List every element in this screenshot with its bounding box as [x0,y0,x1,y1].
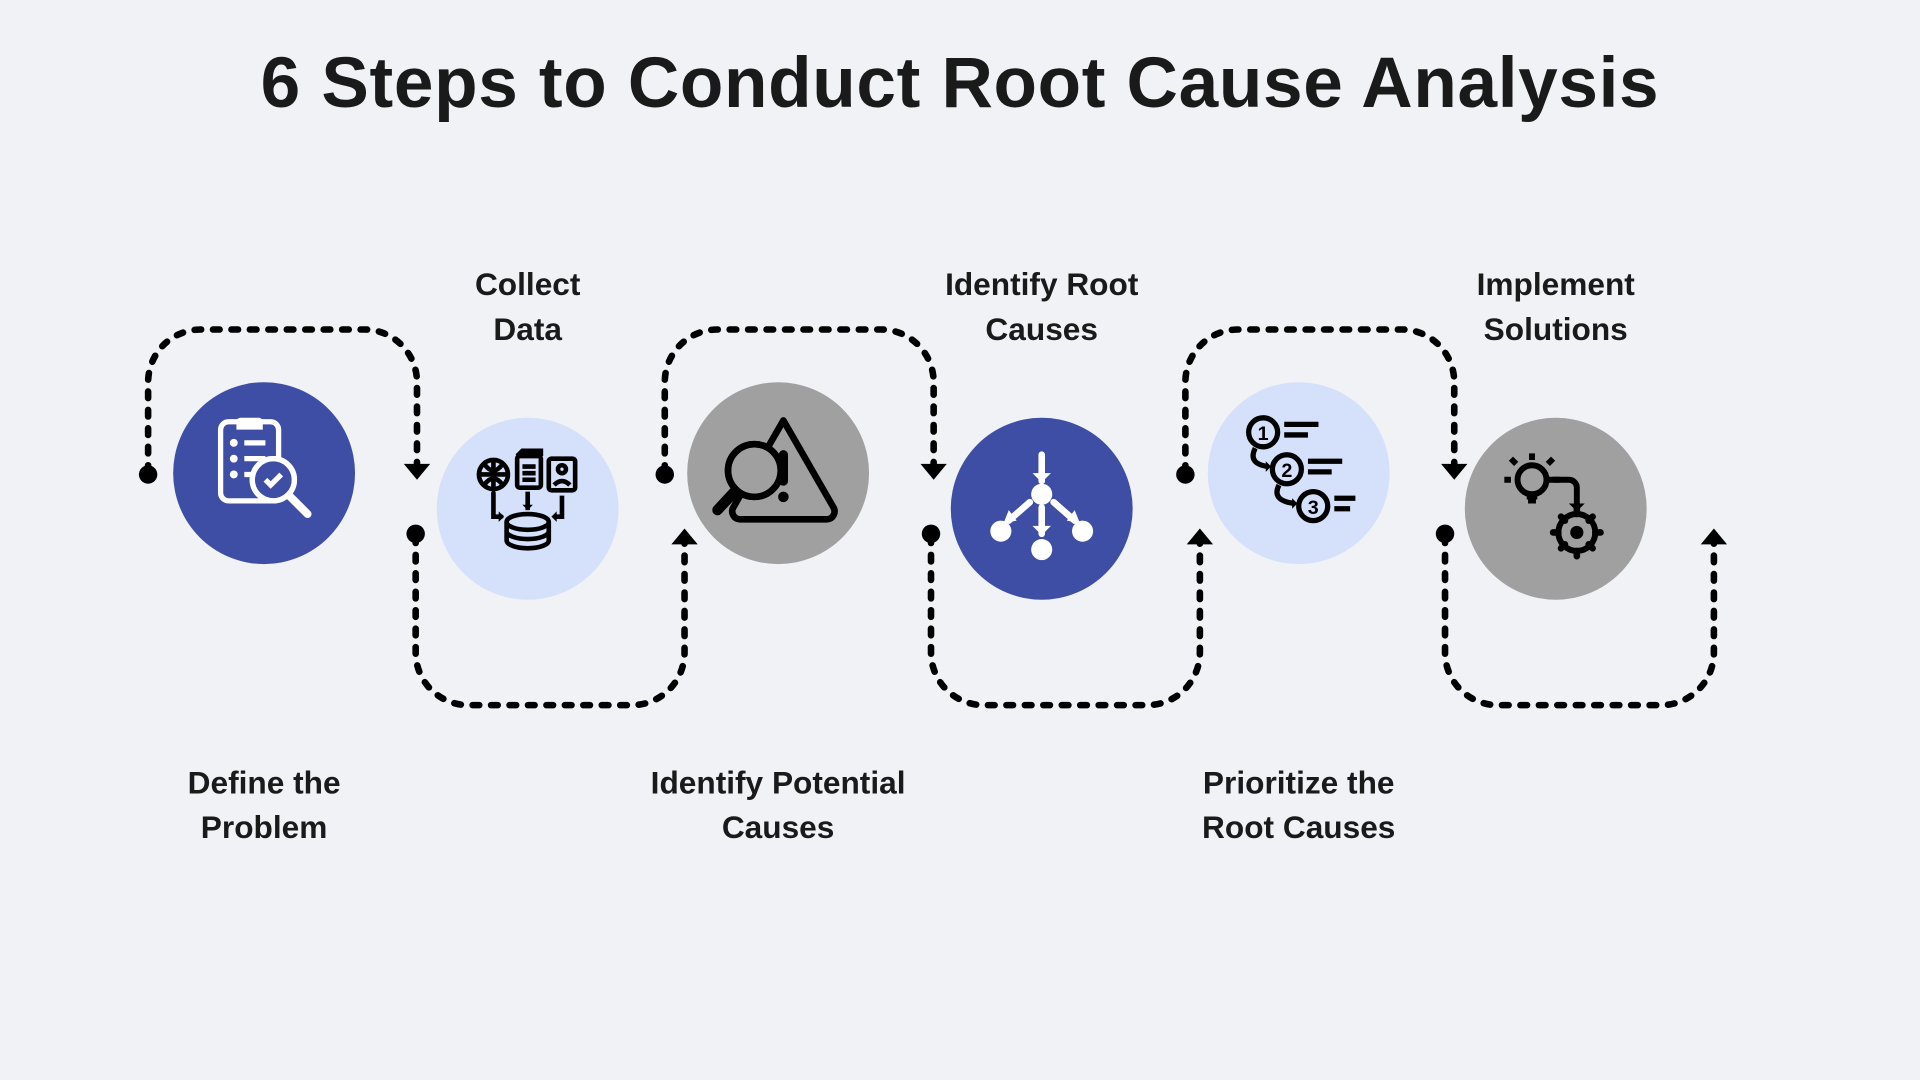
step-label: Identify Potential Causes [646,762,910,851]
connector-arc [132,316,462,527]
step-label: Prioritize the Root Causes [1167,762,1431,851]
connector-arc [649,316,979,527]
connector-arc [1170,316,1500,527]
page-title: 6 Steps to Conduct Root Cause Analysis [0,0,1919,129]
connector-arc [915,521,1245,732]
connector-arc [400,521,730,732]
step-label: Define the Problem [132,762,396,851]
connector-arc [1429,521,1759,732]
flow-diagram: Define the Problem Collect Data [0,264,1919,923]
